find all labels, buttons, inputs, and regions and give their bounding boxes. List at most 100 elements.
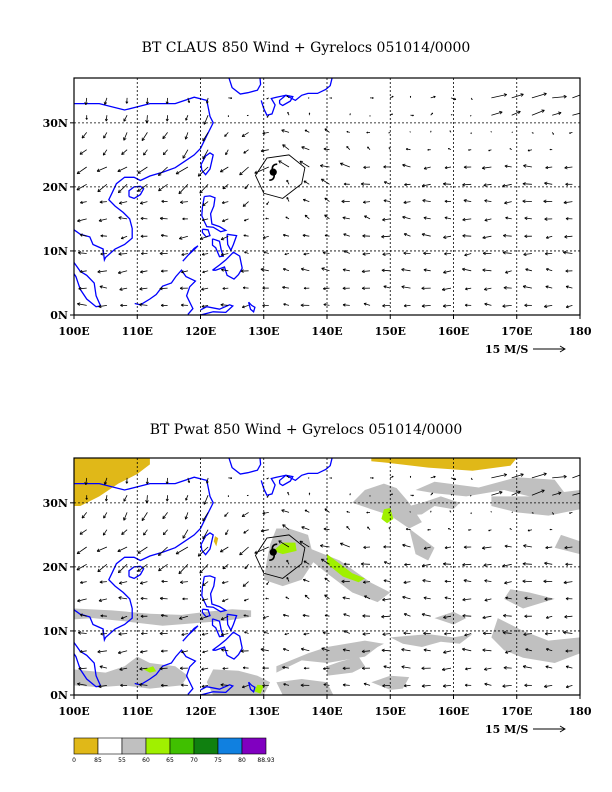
- wind-vector: [118, 184, 128, 193]
- wind-vector-head: [361, 271, 365, 274]
- wind-vector-head: [162, 515, 164, 519]
- wind-vector-head: [563, 202, 567, 205]
- wind-vector: [383, 285, 391, 289]
- wind-vector-head: [199, 571, 203, 574]
- wind-vector-head: [178, 570, 181, 574]
- wind-vector: [563, 631, 573, 634]
- coastline-4: [228, 458, 262, 475]
- wind-vector-head: [401, 285, 405, 287]
- wind-vector-head: [421, 286, 425, 289]
- storm-symbol-icon: [269, 548, 277, 556]
- wind-vector-head: [202, 519, 206, 522]
- wind-vector: [444, 166, 452, 169]
- wind-vector-head: [362, 633, 366, 636]
- wind-vector: [103, 512, 108, 519]
- wind-vector-head: [97, 190, 101, 193]
- wind-vector-head: [117, 168, 120, 172]
- wind-vector-head: [544, 631, 548, 635]
- wind-vector-head: [241, 133, 244, 137]
- bottom-map-content: [74, 458, 580, 695]
- wind-vector-head: [524, 596, 528, 599]
- wind-vector: [80, 234, 87, 237]
- coastline-1: [74, 610, 102, 688]
- wind-vector: [491, 94, 507, 99]
- wind-vector-head: [224, 135, 227, 137]
- storm-symbol-arm: [269, 175, 276, 181]
- wind-vector-head: [443, 617, 447, 619]
- wind-vector-head: [225, 153, 228, 156]
- coastline-9: [226, 233, 238, 252]
- wind-vector: [491, 474, 507, 479]
- wind-vector-head: [323, 528, 326, 531]
- wind-vector-head: [159, 597, 163, 601]
- wind-vector-head: [105, 498, 108, 502]
- wind-vector-head: [79, 151, 82, 155]
- wind-vector: [81, 132, 88, 139]
- wind-vector-head: [343, 183, 347, 186]
- wind-vector: [384, 561, 391, 565]
- wind-vector-head: [482, 167, 486, 170]
- wind-vector: [98, 218, 107, 222]
- wind-vector: [201, 305, 209, 308]
- wind-vector-head: [303, 253, 307, 256]
- wind-vector: [382, 253, 391, 255]
- wind-vector-head: [180, 684, 184, 687]
- wind-vector-head: [482, 252, 486, 256]
- wind-vector-head: [382, 305, 386, 308]
- wind-vector: [141, 132, 148, 141]
- wind-vector: [99, 581, 107, 583]
- wind-vector-head: [198, 555, 202, 557]
- wind-vector: [422, 563, 431, 567]
- wind-vector-head: [320, 165, 323, 168]
- storm-symbol-arm: [269, 555, 276, 561]
- wind-vector-head: [201, 669, 205, 671]
- wind-vector: [482, 615, 492, 619]
- wind-vector-head: [564, 614, 568, 618]
- wind-vector: [324, 594, 330, 600]
- wind-vector: [381, 235, 391, 238]
- wind-vector-head: [565, 183, 569, 186]
- wind-vector: [222, 201, 229, 204]
- coastline-9: [226, 613, 238, 632]
- wind-vector: [161, 614, 168, 617]
- wind-vector-head: [423, 548, 427, 550]
- wind-vector-head: [363, 547, 367, 549]
- wind-vector-head: [544, 598, 548, 601]
- wind-vector: [383, 200, 391, 202]
- wind-vector-head: [465, 288, 468, 291]
- wind-vector-head: [504, 582, 508, 585]
- vector-scale-arrow-head: [559, 725, 566, 733]
- wind-vector: [403, 233, 411, 237]
- wind-vector: [323, 304, 330, 306]
- wind-vector-head: [323, 304, 326, 307]
- x-tick-label: 140E: [311, 325, 342, 338]
- wind-vector-head: [100, 615, 104, 618]
- x-tick-label: 100E: [58, 325, 89, 338]
- wind-vector: [243, 529, 249, 534]
- wind-vector-head: [544, 181, 548, 184]
- wind-vector: [141, 512, 148, 521]
- wind-vector: [158, 183, 168, 192]
- coastline-16: [247, 301, 256, 313]
- wind-vector-head: [564, 165, 568, 169]
- vector-scale-label: 15 M/S: [485, 343, 528, 356]
- wind-vector: [523, 665, 532, 669]
- wind-vector: [202, 253, 209, 255]
- wind-vector: [320, 545, 330, 548]
- coastline-14: [74, 305, 75, 307]
- x-tick-label: 130E: [248, 325, 279, 338]
- wind-vector-head: [220, 252, 224, 256]
- wind-vector: [303, 199, 310, 202]
- wind-vector: [104, 477, 108, 485]
- wind-vector-head: [524, 597, 528, 601]
- wind-vector-head: [166, 101, 169, 105]
- x-tick-label: 130E: [248, 705, 279, 718]
- wind-vector-head: [301, 267, 305, 270]
- wind-vector-head: [339, 163, 343, 166]
- wind-vector-head: [362, 252, 366, 255]
- wind-vector: [80, 614, 87, 617]
- wind-vector-head: [441, 667, 445, 671]
- wind-vector-head: [330, 477, 333, 479]
- wind-vector-head: [220, 303, 224, 306]
- wind-vector-head: [443, 235, 446, 238]
